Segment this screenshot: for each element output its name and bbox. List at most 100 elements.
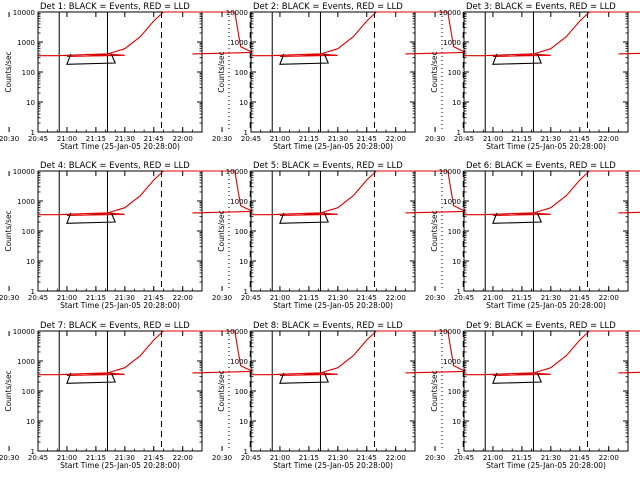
series-lld-line	[251, 11, 466, 57]
x-tick-label: 21:15	[512, 135, 532, 143]
y-tick-label: 100	[22, 388, 35, 396]
panel-title: Det 9: BLACK = Events, RED = LLD	[466, 321, 616, 331]
panel-title: Det 6: BLACK = Events, RED = LLD	[466, 161, 616, 171]
x-tick-label: 20:45	[28, 135, 48, 143]
x-tick-label: 22:00	[599, 294, 619, 302]
y-tick-label: 100	[22, 69, 35, 77]
x-tick-label: 21:00	[483, 454, 503, 462]
x-tick-label: 21:30	[541, 294, 561, 302]
y-tick-label: 1	[31, 288, 35, 296]
x-tick-label: 21:15	[299, 135, 319, 143]
x-tick-label: 21:30	[328, 454, 348, 462]
plot-frame	[463, 11, 629, 133]
x-tick-label: 21:00	[57, 454, 77, 462]
panel-det-4: Det 4: BLACK = Events, RED = LLD 1 10 100 10…	[0, 161, 253, 310]
y-tick-label: 100	[235, 228, 248, 236]
y-tick-label: 10	[26, 99, 35, 107]
series-lld-line	[38, 330, 253, 376]
y-tick-label: 100	[22, 228, 35, 236]
y-tick-label: 1	[457, 288, 461, 296]
y-tick-label: 10000	[226, 168, 248, 176]
y-tick-label: 10	[239, 258, 248, 266]
y-axis-label: Counts/sec	[4, 51, 13, 92]
y-tick-label: 10000	[439, 9, 461, 17]
y-axis-label: Counts/sec	[217, 370, 226, 411]
y-tick-label: 1000	[17, 358, 35, 366]
panel-det-9: Det 9: BLACK = Events, RED = LLD 1 10 100 10…	[425, 321, 640, 470]
panel-det-5: Det 5: BLACK = Events, RED = LLD 1 10 100 10…	[212, 161, 466, 310]
x-tick-label: 21:45	[570, 294, 590, 302]
plot-frame	[250, 11, 416, 133]
y-axis-label: Counts/sec	[217, 51, 226, 92]
panel-title: Det 7: BLACK = Events, RED = LLD	[40, 321, 190, 331]
x-tick-label: 21:45	[357, 454, 377, 462]
x-tick-label: 20:45	[241, 294, 261, 302]
x-tick-label: 20:45	[241, 454, 261, 462]
series-events-line	[279, 53, 330, 65]
y-tick-label: 1	[457, 448, 461, 456]
plot-frame	[250, 330, 416, 452]
y-axis-label: Counts/sec	[430, 210, 439, 251]
x-axis-label: Start Time (25-Jan-05 20:28:00)	[273, 142, 393, 151]
plot-frame	[250, 170, 416, 292]
x-tick-label: 21:45	[570, 454, 590, 462]
series-events-line	[279, 372, 330, 384]
panel-det-3: Det 3: BLACK = Events, RED = LLD 1 10 100 10…	[425, 2, 640, 151]
x-tick-label: 21:30	[115, 294, 135, 302]
series-lld-line	[251, 170, 466, 216]
y-tick-label: 100	[235, 388, 248, 396]
y-tick-label: 10000	[13, 9, 35, 17]
x-tick-label: 21:30	[541, 135, 561, 143]
x-tick-label: 20:30	[425, 294, 445, 302]
x-tick-label: 20:45	[454, 294, 474, 302]
y-axis-label: Counts/sec	[430, 51, 439, 92]
x-tick-label: 22:00	[386, 135, 406, 143]
x-tick-label: 22:00	[173, 135, 193, 143]
x-tick-label: 21:15	[299, 294, 319, 302]
series-events-line	[66, 372, 117, 384]
y-tick-label: 10000	[13, 328, 35, 336]
y-tick-label: 10000	[226, 9, 248, 17]
x-tick-label: 21:45	[144, 135, 164, 143]
x-tick-label: 22:00	[386, 454, 406, 462]
series-events-line	[66, 53, 117, 65]
x-tick-label: 21:15	[512, 454, 532, 462]
y-tick-label: 10	[26, 258, 35, 266]
panel-det-1: Det 1: BLACK = Events, RED = LLD 1 10 100 10…	[0, 2, 253, 151]
y-tick-label: 10000	[226, 328, 248, 336]
x-tick-label: 21:15	[299, 454, 319, 462]
panel-det-6: Det 6: BLACK = Events, RED = LLD 1 10 100 10…	[425, 161, 640, 310]
x-tick-label: 20:30	[425, 454, 445, 462]
x-tick-label: 21:45	[357, 135, 377, 143]
x-tick-label: 21:00	[483, 135, 503, 143]
y-tick-label: 10	[239, 418, 248, 426]
series-lld-line	[464, 11, 640, 57]
x-tick-label: 21:45	[570, 135, 590, 143]
x-tick-label: 21:45	[144, 454, 164, 462]
y-tick-label: 1	[244, 288, 248, 296]
plot-frame	[37, 170, 203, 292]
panel-det-7: Det 7: BLACK = Events, RED = LLD 1 10 100 10…	[0, 321, 253, 470]
y-tick-label: 1000	[443, 358, 461, 366]
panel-title: Det 8: BLACK = Events, RED = LLD	[253, 321, 403, 331]
x-tick-label: 21:00	[270, 135, 290, 143]
series-lld-line	[464, 170, 640, 216]
panel-title: Det 5: BLACK = Events, RED = LLD	[253, 161, 403, 171]
panel-title: Det 3: BLACK = Events, RED = LLD	[466, 2, 616, 12]
x-tick-label: 21:00	[57, 294, 77, 302]
x-axis-label: Start Time (25-Jan-05 20:28:00)	[60, 461, 180, 470]
x-axis-label: Start Time (25-Jan-05 20:28:00)	[486, 461, 606, 470]
x-tick-label: 20:45	[454, 135, 474, 143]
x-axis-label: Start Time (25-Jan-05 20:28:00)	[273, 461, 393, 470]
series-lld-line	[38, 11, 253, 57]
x-tick-label: 22:00	[386, 294, 406, 302]
y-tick-label: 10000	[13, 168, 35, 176]
x-tick-label: 22:00	[599, 135, 619, 143]
x-tick-label: 20:45	[241, 135, 261, 143]
y-tick-label: 10	[452, 99, 461, 107]
x-tick-label: 21:30	[115, 454, 135, 462]
panel-title: Det 2: BLACK = Events, RED = LLD	[253, 2, 403, 12]
x-axis-label: Start Time (25-Jan-05 20:28:00)	[60, 142, 180, 151]
series-lld-line	[38, 170, 253, 216]
